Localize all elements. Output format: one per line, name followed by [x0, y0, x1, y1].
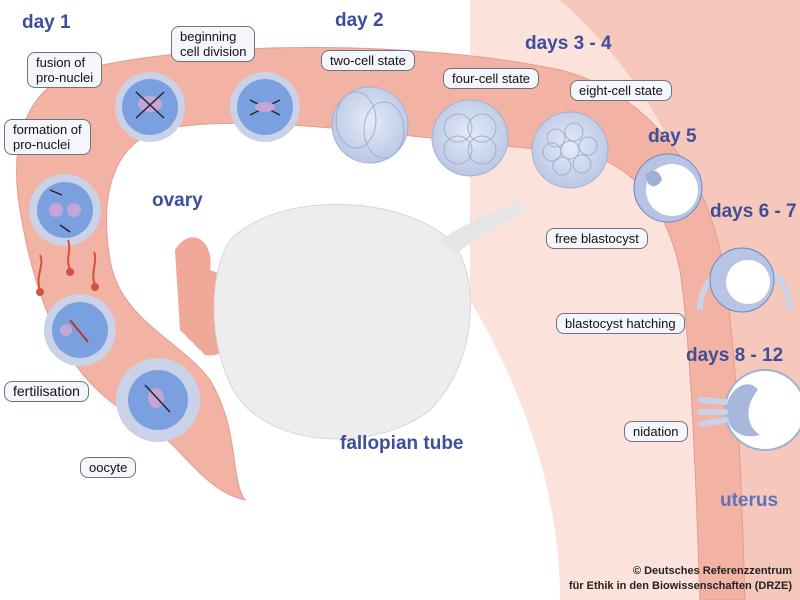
sperm-cells — [36, 239, 99, 296]
label-beginning-line1: beginning — [180, 29, 237, 44]
ovary-ligament — [440, 200, 525, 255]
label-formation: formation of pro-nuclei — [4, 119, 91, 155]
days-3-4-label: days 3 - 4 — [525, 33, 612, 54]
label-hatching: blastocyst hatching — [556, 313, 685, 334]
label-beginning: beginning cell division — [171, 26, 256, 62]
days-8-12-label: days 8 - 12 — [686, 345, 784, 366]
embryo-four-cell — [431, 99, 509, 177]
day-1-label: day 1 — [22, 12, 71, 33]
label-eight-cell: eight-cell state — [570, 80, 672, 101]
embryo-oocyte — [116, 358, 200, 442]
credit-line2: für Ethik in den Biowissenschaften (DRZE… — [568, 580, 792, 592]
label-formation-line2: pro-nuclei — [13, 137, 71, 152]
label-nidation: nidation — [624, 421, 688, 442]
embryo-hatching — [709, 247, 775, 313]
uterus-label: uterus — [720, 490, 779, 511]
label-formation-line1: formation of — [13, 122, 82, 137]
label-four-cell: four-cell state — [443, 68, 540, 89]
embryo-fusion — [115, 72, 185, 142]
label-two-cell: two-cell state — [321, 50, 415, 71]
days-6-7-label: days 6 - 7 — [710, 201, 797, 222]
ovary-label: ovary — [152, 190, 203, 211]
label-oocyte: oocyte — [80, 457, 137, 478]
label-fusion-line1: fusion of — [36, 55, 86, 70]
credit-line1: © Deutsches Referenzzentrum — [632, 565, 792, 577]
embryo-formation — [29, 174, 101, 246]
label-fusion: fusion of pro-nuclei — [27, 52, 103, 88]
day-5-label: day 5 — [648, 126, 697, 147]
embryo-eight-cell — [531, 111, 609, 189]
label-fusion-line2: pro-nuclei — [36, 70, 94, 85]
day-2-label: day 2 — [335, 10, 384, 31]
embryo-nidation — [697, 369, 800, 451]
embryo-fertilisation — [44, 294, 116, 366]
fallopian-tube-label: fallopian tube — [340, 433, 464, 454]
embryo-day5-blastocyst — [633, 153, 703, 223]
label-fertilisation: fertilisation — [4, 381, 89, 402]
label-beginning-line2: cell division — [180, 44, 247, 59]
ovary-shape — [213, 203, 471, 440]
label-free-blastocyst: free blastocyst — [546, 228, 648, 249]
embryo-two-cell — [331, 86, 409, 164]
credit: © Deutsches Referenzzentrum für Ethik in… — [569, 564, 792, 594]
embryo-beginning-division — [230, 72, 300, 142]
